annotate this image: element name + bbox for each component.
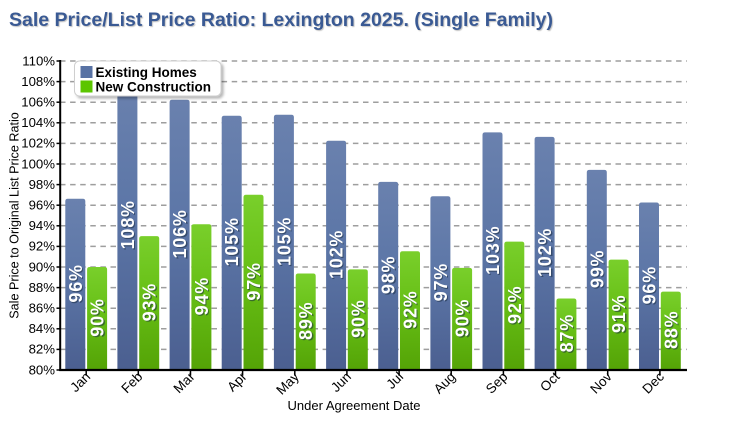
svg-text:90%: 90% (89, 299, 109, 337)
svg-text:92%: 92% (505, 286, 525, 324)
svg-text:94%: 94% (192, 277, 212, 315)
svg-text:106%: 106% (171, 210, 191, 259)
svg-text:93%: 93% (140, 283, 160, 321)
svg-text:100%: 100% (21, 156, 55, 171)
svg-text:102%: 102% (536, 229, 556, 278)
svg-text:96%: 96% (639, 266, 659, 304)
svg-text:82%: 82% (29, 342, 56, 357)
svg-text:90%: 90% (453, 299, 473, 337)
svg-text:96%: 96% (641, 267, 661, 305)
svg-text:108%: 108% (118, 200, 138, 249)
svg-text:89%: 89% (296, 302, 316, 340)
svg-text:84%: 84% (29, 321, 56, 336)
svg-text:87%: 87% (557, 314, 577, 352)
svg-text:Existing Homes: Existing Homes (96, 65, 197, 80)
svg-text:105%: 105% (276, 218, 296, 267)
svg-text:103%: 103% (484, 227, 504, 276)
svg-text:108%: 108% (119, 201, 139, 250)
svg-text:92%: 92% (29, 239, 56, 254)
svg-text:89%: 89% (297, 303, 317, 341)
svg-text:110%: 110% (22, 53, 55, 68)
svg-text:98%: 98% (29, 177, 56, 192)
svg-text:106%: 106% (170, 209, 190, 258)
svg-text:88%: 88% (662, 312, 682, 350)
svg-text:87%: 87% (558, 315, 578, 353)
svg-text:98%: 98% (379, 256, 399, 294)
svg-text:105%: 105% (223, 218, 243, 267)
svg-text:91%: 91% (610, 296, 630, 334)
svg-text:Sale Price to Original List Pr: Sale Price to Original List Price Ratio (8, 112, 22, 318)
svg-text:103%: 103% (483, 226, 503, 275)
svg-text:99%: 99% (588, 251, 608, 289)
svg-text:105%: 105% (222, 217, 242, 266)
svg-text:94%: 94% (193, 278, 213, 316)
svg-text:102%: 102% (535, 228, 555, 277)
svg-text:91%: 91% (609, 295, 629, 333)
svg-text:96%: 96% (67, 265, 87, 303)
svg-text:94%: 94% (29, 218, 56, 233)
svg-text:105%: 105% (274, 217, 294, 266)
svg-text:97%: 97% (244, 262, 264, 300)
svg-text:96%: 96% (66, 264, 86, 302)
svg-text:108%: 108% (21, 74, 55, 89)
svg-text:80%: 80% (29, 362, 56, 377)
svg-text:106%: 106% (21, 95, 55, 110)
svg-text:86%: 86% (29, 301, 56, 316)
svg-text:97%: 97% (432, 264, 452, 302)
svg-text:Sale Price/List Price Ratio: L: Sale Price/List Price Ratio: Lexington 2… (9, 9, 553, 31)
svg-text:92%: 92% (402, 292, 422, 330)
svg-text:90%: 90% (88, 298, 108, 336)
svg-text:88%: 88% (29, 280, 56, 295)
svg-text:90%: 90% (349, 301, 369, 339)
svg-text:90%: 90% (29, 259, 56, 274)
svg-text:98%: 98% (380, 257, 400, 295)
svg-text:97%: 97% (431, 263, 451, 301)
svg-text:90%: 90% (454, 300, 474, 338)
svg-text:90%: 90% (348, 299, 368, 337)
svg-text:102%: 102% (21, 136, 55, 151)
svg-text:93%: 93% (141, 284, 161, 322)
svg-text:88%: 88% (661, 311, 681, 349)
svg-text:102%: 102% (327, 230, 347, 279)
svg-text:92%: 92% (506, 287, 526, 325)
svg-text:96%: 96% (29, 198, 56, 213)
svg-text:104%: 104% (21, 115, 55, 130)
svg-text:92%: 92% (400, 290, 420, 328)
svg-text:99%: 99% (587, 250, 607, 288)
svg-text:New Construction: New Construction (96, 79, 212, 94)
svg-text:97%: 97% (245, 263, 265, 301)
svg-text:Under Agreement Date: Under Agreement Date (288, 398, 421, 413)
svg-text:102%: 102% (328, 231, 348, 280)
